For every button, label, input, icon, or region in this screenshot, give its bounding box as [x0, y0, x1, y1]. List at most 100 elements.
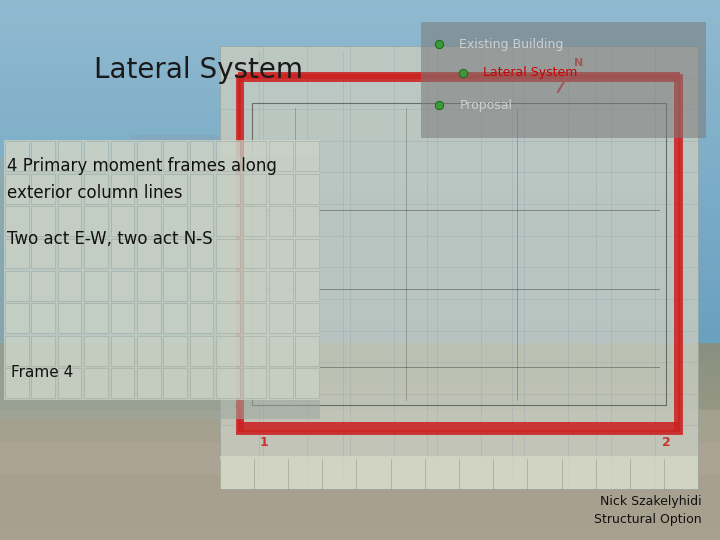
Bar — [190, 141, 213, 171]
Bar — [0, 54, 720, 63]
Bar — [190, 206, 213, 236]
Bar — [0, 126, 720, 135]
Bar — [32, 303, 55, 333]
Bar — [0, 459, 720, 468]
Bar — [5, 239, 29, 268]
Bar — [216, 303, 240, 333]
Bar — [0, 333, 720, 342]
Bar — [0, 261, 720, 270]
Bar — [220, 456, 698, 489]
Bar — [58, 239, 81, 268]
Bar — [32, 336, 55, 366]
Text: N: N — [575, 57, 584, 68]
Bar — [32, 206, 55, 236]
Bar — [0, 324, 720, 333]
Bar — [238, 76, 243, 432]
Bar — [130, 135, 259, 378]
Bar — [0, 504, 720, 513]
Bar — [216, 141, 240, 171]
Bar — [163, 206, 187, 236]
Bar — [84, 336, 108, 366]
Bar — [0, 216, 720, 225]
Text: Two act E-W, two act N-S: Two act E-W, two act N-S — [7, 230, 213, 247]
Bar — [295, 206, 319, 236]
Bar — [137, 336, 161, 366]
Bar — [111, 206, 134, 236]
Bar — [163, 239, 187, 268]
Bar — [0, 243, 720, 252]
Bar — [421, 22, 706, 138]
Bar — [111, 336, 134, 366]
Bar — [238, 422, 680, 432]
Bar — [295, 303, 319, 333]
Bar — [0, 351, 720, 360]
Bar — [0, 279, 720, 288]
Bar — [216, 206, 240, 236]
Bar — [0, 117, 720, 126]
Bar — [137, 206, 161, 236]
Bar — [0, 468, 720, 477]
Bar — [0, 387, 720, 396]
Bar — [111, 368, 134, 398]
Bar — [216, 271, 240, 301]
Bar — [0, 99, 720, 108]
Bar — [0, 477, 720, 486]
Bar — [0, 378, 720, 387]
Bar — [58, 271, 81, 301]
Bar — [0, 234, 720, 243]
Bar — [269, 336, 292, 366]
Bar — [0, 441, 720, 450]
Bar — [269, 303, 292, 333]
Bar — [0, 432, 720, 441]
Bar — [32, 239, 55, 268]
Bar — [295, 336, 319, 366]
Bar — [269, 239, 292, 268]
Bar — [216, 174, 240, 204]
Bar — [32, 368, 55, 398]
Bar — [0, 90, 720, 99]
Bar — [0, 486, 720, 495]
Bar — [32, 174, 55, 204]
Bar — [111, 239, 134, 268]
Bar — [0, 396, 720, 405]
Bar — [5, 336, 29, 366]
Bar — [0, 443, 720, 540]
Text: 4 Primary moment frames along: 4 Primary moment frames along — [7, 157, 277, 174]
Bar — [84, 303, 108, 333]
Bar — [0, 531, 720, 540]
Bar — [0, 180, 720, 189]
Bar — [238, 76, 680, 432]
Bar — [269, 271, 292, 301]
Bar — [0, 360, 720, 369]
Text: Existing Building: Existing Building — [459, 38, 564, 51]
Bar — [0, 144, 720, 153]
Bar — [111, 303, 134, 333]
Bar — [58, 174, 81, 204]
Bar — [58, 303, 81, 333]
Bar — [0, 81, 720, 90]
Bar — [111, 174, 134, 204]
Bar — [84, 174, 108, 204]
Bar — [190, 336, 213, 366]
Bar — [163, 336, 187, 366]
Bar — [243, 303, 266, 333]
Bar — [0, 522, 720, 531]
Bar — [0, 450, 720, 459]
Bar — [243, 141, 266, 171]
Bar — [5, 303, 29, 333]
Bar — [216, 336, 240, 366]
Bar — [111, 271, 134, 301]
Bar — [0, 45, 720, 54]
Text: 4: 4 — [234, 400, 243, 414]
Bar — [0, 198, 720, 207]
Bar — [216, 368, 240, 398]
Bar — [0, 27, 720, 36]
Bar — [0, 189, 720, 198]
Bar — [243, 206, 266, 236]
Text: exterior column lines: exterior column lines — [7, 184, 183, 201]
Bar — [269, 368, 292, 398]
Bar — [190, 174, 213, 204]
Bar — [295, 271, 319, 301]
Bar — [137, 239, 161, 268]
Bar — [269, 174, 292, 204]
